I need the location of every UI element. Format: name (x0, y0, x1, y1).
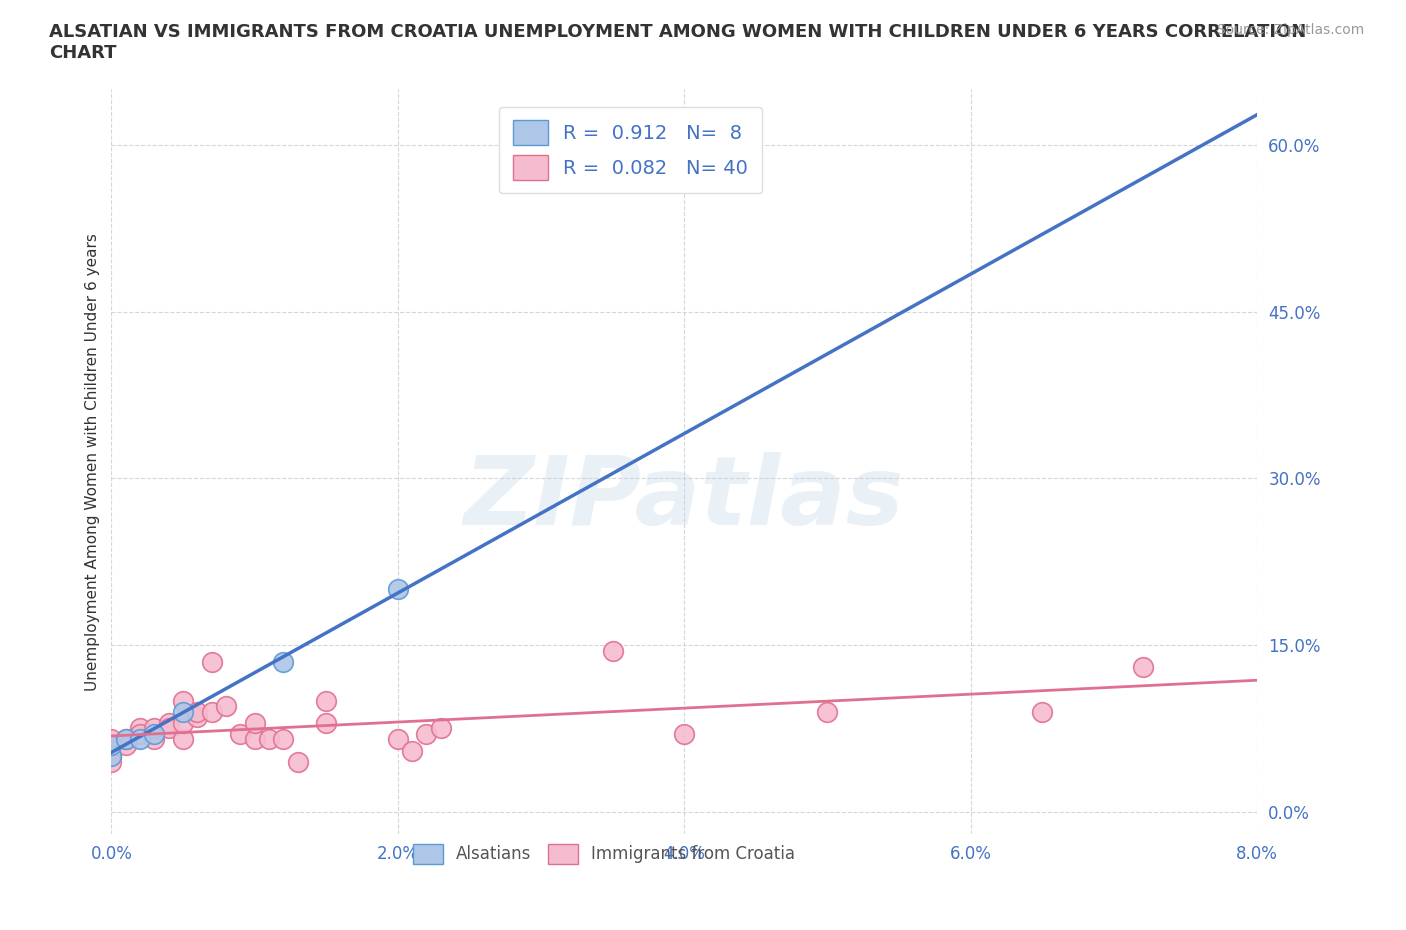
Y-axis label: Unemployment Among Women with Children Under 6 years: Unemployment Among Women with Children U… (86, 232, 100, 691)
Point (114, 732, 136, 747)
Point (100, 732, 122, 747)
Point (287, 754, 309, 769)
Point (201, 704, 224, 719)
Point (186, 704, 208, 719)
Point (157, 715, 180, 730)
Text: ZIPatlas: ZIPatlas (464, 452, 904, 545)
Point (415, 726, 437, 741)
Point (1132, 659, 1154, 674)
Point (387, 732, 409, 747)
Point (387, 582, 409, 597)
Point (100, 737, 122, 752)
Point (186, 710, 208, 724)
Point (215, 698, 238, 713)
Point (243, 732, 266, 747)
Point (602, 643, 624, 658)
Point (129, 721, 152, 736)
Point (143, 732, 166, 747)
Point (100, 749, 122, 764)
Point (172, 704, 194, 719)
Point (143, 721, 166, 736)
Point (271, 732, 294, 747)
Point (1031, 704, 1053, 719)
Point (430, 721, 453, 736)
Point (100, 749, 122, 764)
Point (229, 726, 252, 741)
Point (129, 732, 152, 747)
Point (172, 732, 194, 747)
Point (315, 715, 337, 730)
Point (100, 754, 122, 769)
Point (100, 743, 122, 758)
Point (114, 737, 136, 752)
Point (100, 749, 122, 764)
Point (201, 654, 224, 669)
Point (817, 704, 839, 719)
Point (673, 726, 696, 741)
Point (143, 726, 166, 741)
Point (401, 743, 423, 758)
Legend: Alsatians, Immigrants from Croatia: Alsatians, Immigrants from Croatia (406, 838, 801, 870)
Point (257, 732, 280, 747)
Point (172, 693, 194, 708)
Point (172, 715, 194, 730)
Point (315, 693, 337, 708)
Point (100, 737, 122, 752)
Text: ALSATIAN VS IMMIGRANTS FROM CROATIA UNEMPLOYMENT AMONG WOMEN WITH CHILDREN UNDER: ALSATIAN VS IMMIGRANTS FROM CROATIA UNEM… (49, 23, 1306, 62)
Point (129, 726, 152, 741)
Point (114, 732, 136, 747)
Text: Source: ZipAtlas.com: Source: ZipAtlas.com (1216, 23, 1364, 37)
Point (243, 715, 266, 730)
Point (271, 654, 294, 669)
Point (157, 721, 180, 736)
Point (100, 743, 122, 758)
